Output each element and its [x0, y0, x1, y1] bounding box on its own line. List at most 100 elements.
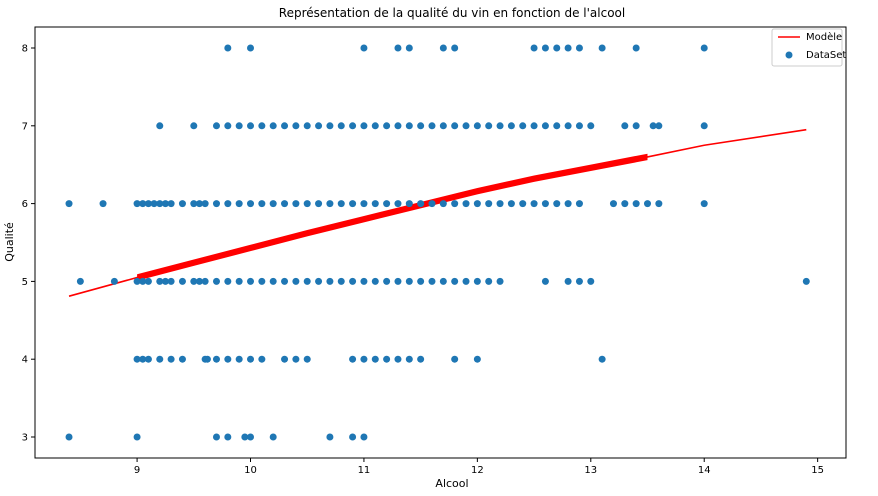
data-point	[65, 433, 73, 441]
data-point	[405, 44, 413, 52]
data-point	[371, 355, 379, 363]
data-point	[258, 200, 266, 208]
data-point	[337, 277, 345, 285]
data-point	[394, 355, 402, 363]
data-point	[315, 122, 323, 130]
data-point	[473, 122, 481, 130]
data-point	[303, 122, 311, 130]
data-point	[269, 277, 277, 285]
data-point	[247, 355, 255, 363]
legend: Modèle DataSet	[771, 28, 846, 67]
data-point	[496, 122, 504, 130]
data-point	[360, 122, 368, 130]
data-point	[326, 122, 334, 130]
data-point	[139, 355, 147, 363]
data-point	[161, 277, 169, 285]
data-point	[235, 200, 243, 208]
data-point	[65, 200, 73, 208]
data-point	[258, 122, 266, 130]
data-point	[303, 355, 311, 363]
data-point	[621, 200, 629, 208]
data-point	[224, 122, 232, 130]
data-point	[326, 433, 334, 441]
data-point	[507, 122, 515, 130]
y-tick-label: 7	[22, 121, 28, 132]
data-point	[587, 122, 595, 130]
data-point	[655, 122, 663, 130]
data-point	[150, 200, 158, 208]
data-point	[224, 200, 232, 208]
data-point	[621, 122, 629, 130]
data-point	[224, 44, 232, 52]
data-point	[203, 355, 211, 363]
data-point	[133, 277, 141, 285]
data-point	[178, 200, 186, 208]
data-point	[439, 122, 447, 130]
data-point	[496, 277, 504, 285]
data-point	[190, 122, 198, 130]
data-point	[564, 122, 572, 130]
y-tick-label: 5	[22, 277, 28, 288]
data-point	[235, 122, 243, 130]
data-point	[167, 200, 175, 208]
dataset-series	[65, 44, 810, 441]
data-point	[496, 200, 504, 208]
data-point	[99, 200, 107, 208]
data-point	[349, 355, 357, 363]
data-point	[144, 355, 152, 363]
data-point	[212, 355, 220, 363]
data-point	[405, 355, 413, 363]
data-point	[473, 355, 481, 363]
x-axis-label: Alcool	[435, 477, 468, 490]
data-point	[530, 200, 538, 208]
data-point	[575, 44, 583, 52]
model-band	[137, 153, 648, 281]
data-point	[292, 122, 300, 130]
data-point	[247, 277, 255, 285]
data-point	[315, 200, 323, 208]
data-point	[349, 200, 357, 208]
data-point	[201, 277, 209, 285]
data-point	[405, 200, 413, 208]
data-point	[371, 277, 379, 285]
data-point	[76, 277, 84, 285]
data-point	[224, 433, 232, 441]
data-point	[133, 433, 141, 441]
data-point	[553, 200, 561, 208]
data-point	[394, 44, 402, 52]
data-point	[303, 200, 311, 208]
data-point	[632, 44, 640, 52]
data-point	[337, 200, 345, 208]
data-point	[281, 355, 289, 363]
data-point	[360, 433, 368, 441]
legend-dataset-marker	[785, 51, 793, 59]
data-point	[564, 277, 572, 285]
data-point	[315, 277, 323, 285]
data-point	[167, 355, 175, 363]
data-point	[575, 277, 583, 285]
data-point	[428, 277, 436, 285]
data-point	[247, 122, 255, 130]
data-point	[587, 277, 595, 285]
data-point	[195, 200, 203, 208]
data-point	[507, 200, 515, 208]
data-point	[349, 122, 357, 130]
data-point	[609, 200, 617, 208]
data-point	[485, 277, 493, 285]
data-point	[632, 200, 640, 208]
data-point	[281, 277, 289, 285]
data-point	[564, 200, 572, 208]
y-tick-label: 6	[22, 199, 28, 210]
data-point	[519, 200, 527, 208]
data-point	[598, 355, 606, 363]
data-point	[156, 355, 164, 363]
data-point	[473, 277, 481, 285]
data-point	[156, 277, 164, 285]
data-point	[575, 200, 583, 208]
data-point	[541, 122, 549, 130]
data-point	[241, 433, 249, 441]
data-point	[161, 200, 169, 208]
data-point	[462, 200, 470, 208]
data-point	[167, 277, 175, 285]
